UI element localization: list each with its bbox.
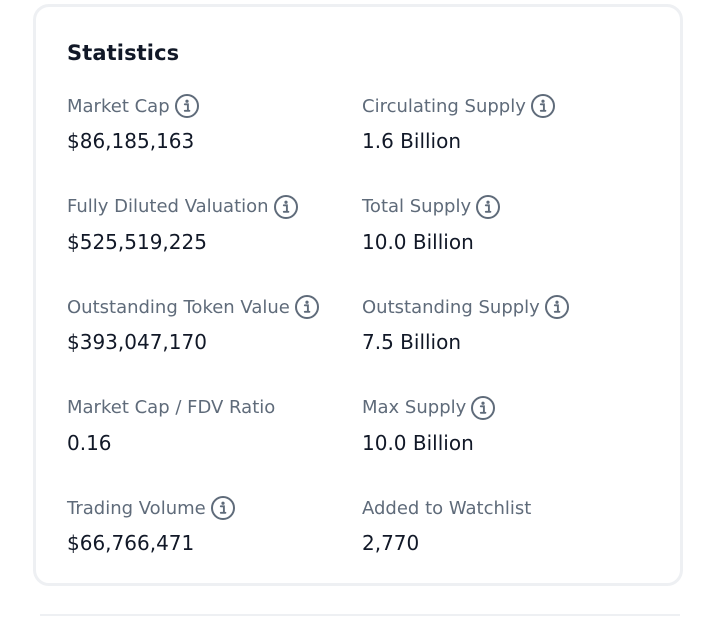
info-circle-icon[interactable] bbox=[544, 294, 570, 320]
stat-circulating-supply: Circulating Supply 1.6 Billion bbox=[362, 91, 627, 192]
section-divider bbox=[40, 614, 680, 616]
info-circle-icon[interactable] bbox=[174, 93, 200, 119]
info-circle-icon[interactable] bbox=[273, 194, 299, 220]
stat-total-supply: Total Supply 10.0 Billion bbox=[362, 192, 627, 293]
stat-label: Market Cap / FDV Ratio bbox=[67, 397, 276, 418]
statistics-title: Statistics bbox=[67, 41, 180, 65]
info-circle-icon[interactable] bbox=[210, 495, 236, 521]
stat-label: Market Cap bbox=[67, 95, 170, 117]
statistics-grid: Market Cap $86,185,163 Circulating Suppl… bbox=[67, 91, 627, 594]
stat-label: Fully Diluted Valuation bbox=[67, 196, 269, 217]
info-circle-icon[interactable] bbox=[530, 93, 556, 119]
stat-value: $525,519,225 bbox=[67, 229, 207, 254]
stat-label: Max Supply bbox=[362, 397, 467, 418]
stat-label: Trading Volume bbox=[67, 497, 206, 519]
stat-max-supply: Max Supply 10.0 Billion bbox=[362, 393, 627, 494]
stat-value: $393,047,170 bbox=[67, 330, 207, 354]
stat-label: Added to Watchlist bbox=[362, 497, 532, 519]
stat-value: 7.5 Billion bbox=[362, 330, 462, 354]
info-circle-icon[interactable] bbox=[470, 395, 496, 421]
stat-value: $86,185,163 bbox=[67, 129, 195, 153]
stat-value: 10.0 Billion bbox=[362, 229, 474, 254]
stat-value: 10.0 Billion bbox=[362, 430, 474, 455]
stat-added-to-watchlist: Added to Watchlist 2,770 bbox=[362, 493, 627, 594]
stat-label: Outstanding Supply bbox=[362, 296, 540, 318]
stat-value: 1.6 Billion bbox=[362, 129, 462, 153]
stat-value: $66,766,471 bbox=[67, 531, 195, 555]
stat-outstanding-supply: Outstanding Supply 7.5 Billion bbox=[362, 292, 627, 393]
statistics-card: Statistics Market Cap $86,185,163 Circul… bbox=[33, 4, 683, 586]
stat-market-cap-fdv-ratio: Market Cap / FDV Ratio 0.16 bbox=[67, 393, 362, 494]
stat-outstanding-token-value: Outstanding Token Value $393,047,170 bbox=[67, 292, 362, 393]
stat-value: 2,770 bbox=[362, 531, 420, 555]
stat-trading-volume: Trading Volume $66,766,471 bbox=[67, 493, 362, 594]
stat-label: Total Supply bbox=[362, 196, 472, 217]
info-circle-icon[interactable] bbox=[294, 294, 320, 320]
info-circle-icon[interactable] bbox=[475, 194, 501, 220]
stat-label: Outstanding Token Value bbox=[67, 296, 290, 318]
stat-market-cap: Market Cap $86,185,163 bbox=[67, 91, 362, 192]
stat-fully-diluted-valuation: Fully Diluted Valuation $525,519,225 bbox=[67, 192, 362, 293]
stat-value: 0.16 bbox=[67, 430, 112, 455]
stat-label: Circulating Supply bbox=[362, 95, 526, 117]
